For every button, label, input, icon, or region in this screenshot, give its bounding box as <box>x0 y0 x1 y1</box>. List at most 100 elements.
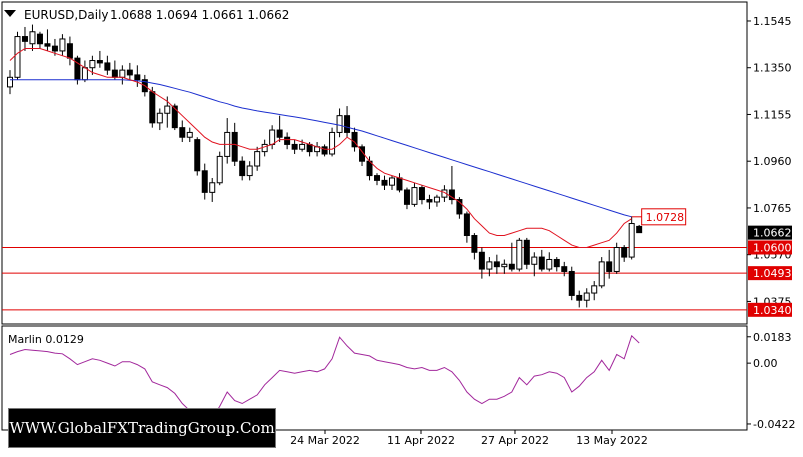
candle-bull <box>7 76 13 88</box>
indicator-axis: 0.0183 0.00 -0.0422 <box>747 331 795 431</box>
level-tag-label: 1.0600 <box>753 241 792 254</box>
candle-bull <box>329 131 336 155</box>
price-axis: 1.15451.13501.11551.09601.07651.05701.03… <box>747 15 792 308</box>
candle-bull <box>81 67 88 81</box>
level-tag-bg <box>748 240 792 255</box>
candle-bear <box>194 139 201 172</box>
candle-bull <box>14 36 21 78</box>
last-price-tag-bg <box>748 225 792 240</box>
candle-bear <box>239 160 246 177</box>
candle-bear <box>576 294 583 301</box>
candle-bear <box>568 270 575 296</box>
candle-bull <box>216 155 223 184</box>
candle-bear <box>636 225 643 234</box>
candle-bear <box>448 189 455 201</box>
candle-bull <box>388 177 395 186</box>
candle-bear <box>284 136 291 145</box>
candle-bull <box>254 151 261 167</box>
candle-bull <box>209 182 216 193</box>
time-tick-label: 11 Apr 2022 <box>387 434 455 447</box>
candle-bull <box>246 165 253 177</box>
marlin-indicator <box>9 334 640 425</box>
candle-bear <box>493 261 500 268</box>
candle-bear <box>104 62 111 71</box>
level-tag-label: 1.0493 <box>753 267 792 280</box>
symbol-timeframe: EURUSD,Daily <box>24 8 109 22</box>
candle-bear <box>374 175 381 181</box>
ma-fast-line <box>9 48 632 248</box>
candle-bear <box>403 189 410 205</box>
candle-bear <box>456 199 463 215</box>
candle-bull <box>29 31 36 45</box>
collapse-triangle-icon[interactable] <box>4 10 16 17</box>
candle-bear <box>171 105 178 129</box>
candle-bull <box>186 131 193 138</box>
indicator-tick-label: 0.00 <box>753 357 778 370</box>
candle-bull <box>433 196 440 203</box>
candle-bull <box>583 292 590 301</box>
candlesticks <box>7 24 643 308</box>
candle-bear <box>149 91 156 124</box>
indicator-title: Marlin 0.0129 <box>8 333 84 346</box>
candle-bear <box>306 143 313 153</box>
moving-averages <box>9 48 632 248</box>
candle-bear <box>523 239 530 265</box>
marlin-line <box>9 334 640 425</box>
candle-bull <box>261 143 268 153</box>
candle-bear <box>344 115 351 133</box>
candle-bull <box>546 258 553 270</box>
candle-bear <box>426 199 433 203</box>
candle-bear <box>51 45 58 52</box>
candle-bear <box>553 258 560 268</box>
candle-bear <box>291 143 298 150</box>
ma-slow-line <box>10 79 632 218</box>
price-tick-label: 1.0765 <box>753 202 792 215</box>
main-chart-frame <box>1 1 748 325</box>
candle-bear <box>321 146 328 155</box>
candle-bull <box>89 60 96 69</box>
candle-bear <box>21 36 28 42</box>
level-tag-label: 1.0340 <box>753 304 792 317</box>
candle-bull <box>516 239 523 270</box>
candle-bear <box>179 127 186 138</box>
time-tick-label: 24 Mar 2022 <box>290 434 360 447</box>
candle-bear <box>463 213 470 237</box>
candle-bear <box>96 60 103 64</box>
indicator-tick-label: 0.0183 <box>753 331 792 344</box>
candle-bear <box>231 131 238 162</box>
candle-bull <box>531 256 538 265</box>
candle-bear <box>201 170 208 193</box>
candle-bear <box>276 129 283 138</box>
candle-bear <box>478 251 485 270</box>
time-tick-label: 13 May 2022 <box>576 434 648 447</box>
candle-bear <box>508 263 515 270</box>
price-tags: 1.0600 1.0493 1.0340 1.0662 1.0728 <box>631 208 792 317</box>
candle-bull <box>486 261 493 270</box>
candle-bull <box>269 129 276 145</box>
time-axis: 24 Mar 2022 11 Apr 2022 27 Apr 2022 13 May … <box>290 430 648 447</box>
indicator-tick-label: -0.0422 <box>753 418 795 431</box>
candle-bear <box>396 177 403 191</box>
candle-bull <box>336 115 343 133</box>
ma-value-label: 1.0728 <box>646 211 685 224</box>
last-price-tag-label: 1.0662 <box>753 227 792 240</box>
candle-bull <box>299 143 306 150</box>
candle-bear <box>66 43 73 59</box>
candle-bull <box>591 285 598 294</box>
candle-bear <box>606 261 613 272</box>
price-tick-label: 1.1155 <box>753 108 792 121</box>
time-tick-label: 27 Apr 2022 <box>481 434 549 447</box>
candle-bull <box>164 105 171 114</box>
level-tag-bg <box>748 266 792 281</box>
candle-bear <box>538 256 545 270</box>
watermark-banner: WWW.GlobalFXTradingGroup.Com <box>8 408 276 448</box>
candle-bear <box>36 33 43 45</box>
candle-bull <box>119 69 126 78</box>
candle-bear <box>359 146 366 162</box>
candle-bull <box>598 261 605 287</box>
price-tick-label: 1.1545 <box>753 15 792 28</box>
ohlc-values: 1.0688 1.0694 1.0661 1.0662 <box>110 8 289 22</box>
candle-bear <box>44 43 51 47</box>
candle-bear <box>561 266 568 272</box>
